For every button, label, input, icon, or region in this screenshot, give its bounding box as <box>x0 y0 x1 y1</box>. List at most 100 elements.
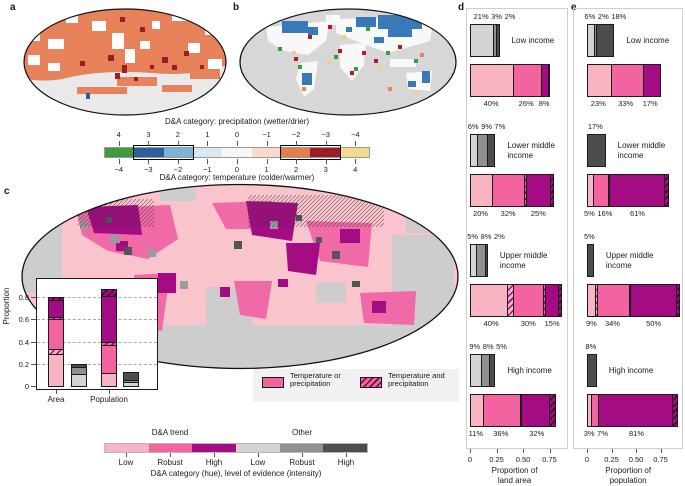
other-bar <box>587 244 594 277</box>
map-c-legend: Temperature or precipitation Temperature … <box>253 369 459 402</box>
hue-legend-caption: D&A category (hue), level of evidence (i… <box>150 469 322 478</box>
temperature-or-precipitation-swatch <box>262 377 284 388</box>
x-tick <box>496 449 498 453</box>
colorbar-top-tick <box>296 141 298 146</box>
percent-label: 61% <box>629 209 645 218</box>
percent-label: 17% <box>587 122 603 131</box>
inset-bar-population-other <box>123 371 139 387</box>
hue-legend-group-da-trend: D&A trend <box>151 428 189 437</box>
inset-y-tick <box>31 319 36 321</box>
colorbar-strip <box>104 147 370 158</box>
x-tick-label: 0.25 <box>604 455 619 464</box>
x-axis-title-line1: Proportion of <box>605 466 652 475</box>
bar-segment-dark-h <box>550 175 553 206</box>
bar-segment-dark-h <box>548 65 550 96</box>
bar-segment-gray-medium <box>477 135 487 166</box>
hue-legend-strip <box>104 443 368 453</box>
trend-bar <box>470 284 563 317</box>
bar-segment-medium <box>610 65 643 96</box>
x-tick-label: 0.50 <box>628 455 644 464</box>
colorbar-top-tick <box>177 141 179 146</box>
trend-bar <box>470 394 556 427</box>
percent-label: 6% <box>467 122 479 131</box>
bar-segment-gray-medium <box>72 368 86 376</box>
bar-segment-gray-light <box>471 25 494 56</box>
trend-percent-labels: 20% 32% 25% <box>470 209 580 218</box>
bar-segment-gray-light <box>471 355 481 386</box>
percent-label: 23% <box>590 99 606 108</box>
hue-legend-tick <box>170 453 171 457</box>
percent-label: 8% <box>480 232 492 241</box>
bar-segment-dark <box>49 301 63 318</box>
bar-segment-light <box>588 65 611 96</box>
colorbar-bottom-tick <box>296 159 298 164</box>
evidence-level-label: Robust <box>157 458 183 467</box>
inset-gridline <box>37 341 157 343</box>
colorbar-bottom-tick <box>355 159 357 164</box>
inset-x-category-label: Population <box>90 395 128 404</box>
inset-y-tick <box>31 363 36 365</box>
trend-bar <box>587 64 661 97</box>
panel-label-a: a <box>10 2 16 13</box>
bar-segment-light <box>588 285 595 316</box>
percent-label: 50% <box>646 319 662 328</box>
inset-gridline <box>37 363 157 365</box>
bar-segment-medium <box>592 175 608 206</box>
colorbar-top-tick-label: 4 <box>116 130 121 139</box>
trend-percent-labels: 11% 36% 32% <box>469 429 580 438</box>
hue-legend-tick <box>258 453 259 457</box>
bar-segment-dark-h <box>102 290 116 298</box>
inset-y-tick <box>31 386 36 387</box>
colorbar-top-tick-label: 0 <box>234 130 240 139</box>
percent-label: 9% <box>481 122 492 131</box>
hue-legend-tick <box>346 453 347 457</box>
bar-segment-gray-light <box>588 25 594 56</box>
bar-segment-dark <box>540 65 549 96</box>
other-bar <box>470 354 496 387</box>
hue-legend-cell-0 <box>105 444 149 452</box>
bar-segment-dark-h <box>557 285 562 316</box>
colorbar-segment-4 <box>222 148 252 157</box>
bar-segment-light-h <box>594 285 597 316</box>
plot-frame <box>573 8 683 449</box>
bar-segment-light <box>588 175 593 206</box>
colorbar-top-tick-label: 2 <box>175 130 180 139</box>
percent-label: 2% <box>504 12 516 21</box>
hue-legend-cell-5 <box>323 444 368 452</box>
bar-segment-light-h <box>49 349 63 356</box>
panel-population-bars: 6% 2% 18% Low income 23% 33% 17% 17% Lower middl… <box>565 0 685 486</box>
inset-x-tick <box>56 390 57 394</box>
percent-label: 8% <box>482 342 494 351</box>
x-tick <box>549 449 551 453</box>
bar-segment-gray-medium <box>124 380 138 383</box>
colorbar-bottom-tick-label: 0 <box>234 165 240 174</box>
bar-segment-light <box>102 373 116 386</box>
inset-gridline <box>37 297 157 299</box>
bar-segment-medium-h <box>629 285 631 316</box>
hue-legend-cell-4 <box>279 444 324 452</box>
percent-label: 2% <box>597 12 609 21</box>
bar-segment-light <box>471 65 514 96</box>
other-bar <box>587 24 615 57</box>
colorbar-segment-1 <box>134 148 164 157</box>
x-tick-label: 0.75 <box>653 455 668 464</box>
colorbar-segment-0 <box>105 148 135 157</box>
bar-segment-medium <box>102 346 116 374</box>
bar-segment-medium <box>49 320 63 350</box>
bar-segment-medium <box>513 285 544 316</box>
legend-entry-temp-or-precip: Temperature or precipitation <box>290 371 341 389</box>
colorbar-top-tick <box>118 141 120 146</box>
bar-segment-dark-h <box>672 395 678 426</box>
colorbar-top-tick-label: 3 <box>146 130 151 139</box>
x-tick <box>587 449 588 453</box>
other-bar <box>470 134 496 167</box>
inset-x-category-label: Area <box>47 395 65 404</box>
bar-segment-gray-dark <box>124 372 138 381</box>
percent-label: 40% <box>483 319 499 328</box>
bar-segment-medium-h <box>607 175 609 206</box>
evidence-level-label: High <box>205 458 223 467</box>
bar-segment-medium <box>492 175 524 206</box>
percent-label: 7% <box>597 429 609 438</box>
x-tick-label: 0 <box>467 455 473 464</box>
other-percent-labels: 6% 9% 7% <box>467 122 580 131</box>
